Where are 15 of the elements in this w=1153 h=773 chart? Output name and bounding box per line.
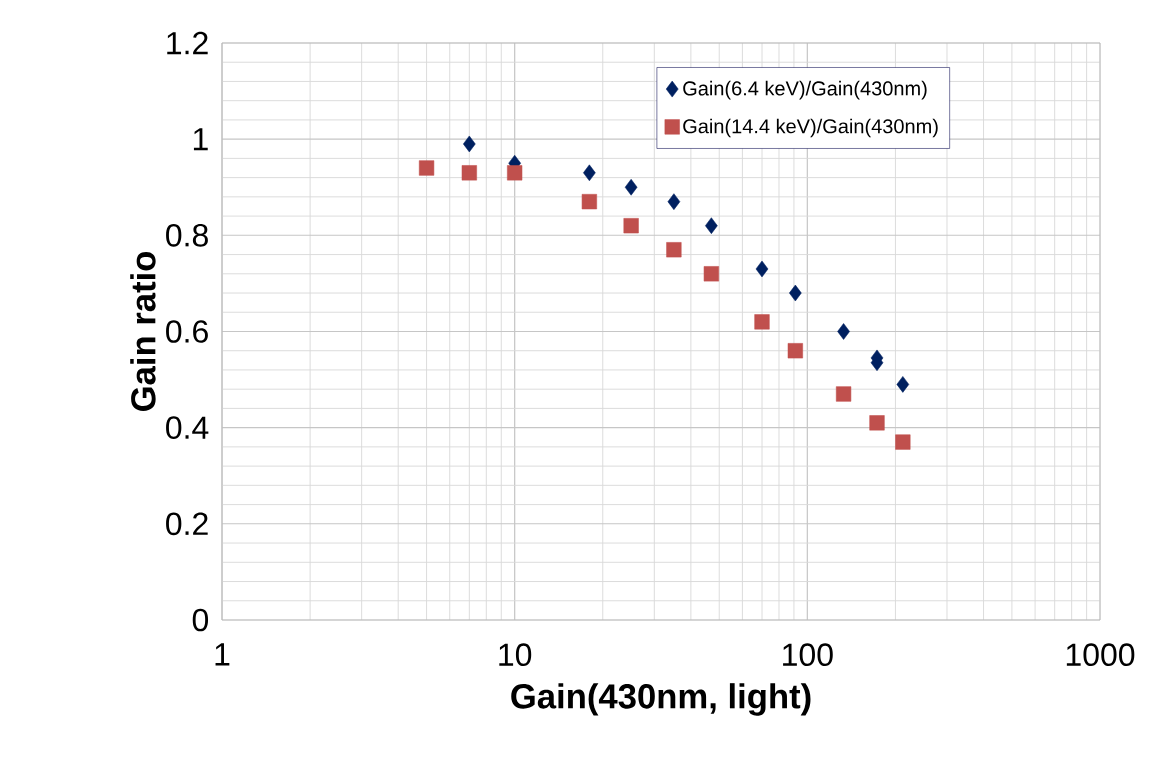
y-tick-label: 0.8 [166, 224, 208, 247]
y-tick-label: 0.6 [166, 320, 208, 343]
legend-label: Gain(14.4 keV)/Gain(430nm) [683, 118, 938, 138]
x-axis-title: Gain(430nm, light) [511, 683, 811, 716]
x-tick-label: 1 [215, 643, 230, 666]
y-tick-label: 1.2 [167, 31, 208, 55]
x-tick-label: 10 [499, 643, 532, 667]
x-tick-label: 100 [783, 643, 833, 667]
legend-label: Gain(6.4 keV)/Gain(430nm) [683, 80, 927, 100]
y-tick-label: 1 [193, 128, 208, 151]
y-axis-title: Gain ratio [130, 251, 156, 411]
y-tick-label: 0 [192, 608, 209, 632]
x-tick-label: 1000 [1066, 643, 1135, 667]
y-tick-label: 0.4 [166, 416, 209, 439]
y-tick-label: 0.2 [166, 512, 208, 536]
